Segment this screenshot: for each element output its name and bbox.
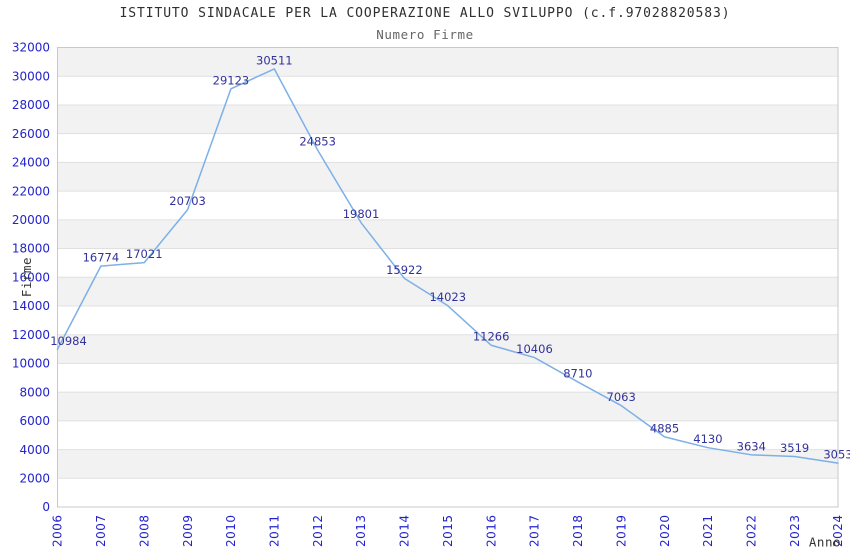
x-tick-label: 2020 <box>658 514 672 547</box>
y-tick-label: 22000 <box>12 184 50 198</box>
y-tick-label: 2000 <box>19 471 50 485</box>
background-bands <box>57 47 838 479</box>
data-point-label: 10984 <box>50 334 87 348</box>
y-axis-title: Firme <box>19 257 34 297</box>
y-tick-label: 6000 <box>19 414 50 428</box>
x-tick-label: 2016 <box>484 514 498 547</box>
x-tick-label: 2006 <box>51 514 65 547</box>
data-point-label: 15922 <box>386 263 423 277</box>
data-point-label: 7063 <box>607 390 636 404</box>
data-point-label: 20703 <box>169 194 206 208</box>
y-tick-label: 16000 <box>12 270 50 284</box>
x-tick-label: 2013 <box>354 514 368 547</box>
data-point-label: 8710 <box>563 366 592 380</box>
x-axis-title: Anno <box>809 535 841 550</box>
y-tick-label: 12000 <box>12 328 50 342</box>
data-point-label: 10406 <box>516 342 553 356</box>
y-tick-label: 20000 <box>12 213 50 227</box>
band <box>57 449 838 479</box>
x-tick-label: 2023 <box>788 514 802 547</box>
data-point-label: 29123 <box>213 73 250 87</box>
x-tick-label: 2024 <box>831 514 845 547</box>
band <box>57 104 838 134</box>
data-point-label: 4130 <box>693 432 722 446</box>
data-point-label: 30511 <box>256 53 293 67</box>
data-point-label: 24853 <box>299 135 336 149</box>
x-tick-label: 2017 <box>528 514 542 547</box>
x-tick-label: 2022 <box>744 514 758 547</box>
x-tick-label: 2015 <box>441 514 455 547</box>
data-point-label: 3053 <box>823 448 850 462</box>
data-point-label: 14023 <box>429 290 466 304</box>
x-tick-label: 2008 <box>137 514 151 547</box>
x-tick-label: 2019 <box>614 514 628 547</box>
y-tick-label: 4000 <box>19 443 50 457</box>
x-tick-label: 2014 <box>398 514 412 547</box>
band <box>57 277 838 306</box>
y-tick-label: 24000 <box>12 156 50 170</box>
y-tick-label: 26000 <box>12 127 50 141</box>
plot-frame <box>57 47 839 508</box>
chart-subtitle: Numero Firme <box>376 27 474 42</box>
band <box>57 334 838 364</box>
data-point-label: 17021 <box>126 247 163 261</box>
data-point-label: 3634 <box>737 439 766 453</box>
band <box>57 162 838 192</box>
data-labels: 10984 16774 17021 20703 29123 30511 24853 19801… <box>50 53 850 461</box>
x-tick-label: 2018 <box>571 514 585 547</box>
band <box>57 392 838 421</box>
y-tick-label: 8000 <box>19 385 50 399</box>
data-point-label: 16774 <box>83 251 120 265</box>
y-tick-label: 28000 <box>12 98 50 112</box>
x-tick-label: 2009 <box>181 514 195 547</box>
x-tick-label: 2007 <box>94 514 108 547</box>
x-tick-label: 2011 <box>268 514 282 547</box>
y-tick-label: 18000 <box>12 242 50 256</box>
data-point-label: 3519 <box>780 441 809 455</box>
y-axis-tick-labels: 0 2000 4000 6000 8000 10000 12000 14000 16000 180… <box>12 41 50 515</box>
y-tick-label: 0 <box>42 500 50 514</box>
data-point-label: 19801 <box>343 207 380 221</box>
x-axis-tick-labels: 2006 2007 2008 2009 2010 2011 2012 2013 2014 2015… <box>51 514 846 547</box>
x-tick-label: 2012 <box>311 514 325 547</box>
y-tick-label: 32000 <box>12 41 50 55</box>
y-tick-label: 30000 <box>12 69 50 83</box>
band <box>57 219 838 249</box>
chart-title: ISTITUTO SINDACALE PER LA COOPERAZIONE A… <box>119 6 731 21</box>
data-point-label: 11266 <box>473 330 510 344</box>
data-series <box>56 68 839 464</box>
x-tick-label: 2010 <box>224 514 238 547</box>
y-tick-label: 14000 <box>12 299 50 313</box>
x-tick-label: 2021 <box>701 514 715 547</box>
data-point-label: 4885 <box>650 421 679 435</box>
y-tick-label: 10000 <box>12 357 50 371</box>
series-line <box>56 68 839 464</box>
band <box>57 47 838 77</box>
